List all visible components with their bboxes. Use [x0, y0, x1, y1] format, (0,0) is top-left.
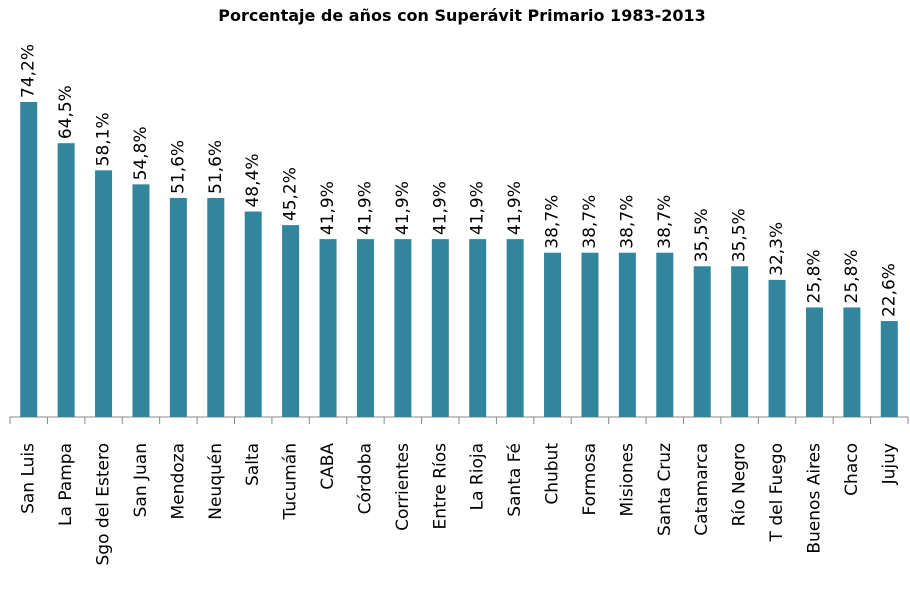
bar	[57, 143, 75, 417]
value-label: 25,8%	[842, 249, 862, 303]
x-tick-label: San Juan	[131, 443, 151, 517]
value-label: 51,6%	[206, 140, 226, 194]
value-label: 35,5%	[730, 208, 750, 262]
x-tick-label: Sgo del Estero	[94, 443, 114, 566]
bar	[319, 239, 337, 417]
bar	[768, 279, 786, 417]
bar	[843, 307, 861, 417]
value-label: 41,9%	[505, 181, 525, 235]
value-label: 32,3%	[767, 222, 787, 276]
x-tick-label: Entre Ríos	[430, 443, 450, 530]
value-label: 58,1%	[94, 112, 114, 166]
bar	[207, 197, 225, 417]
bar	[244, 211, 262, 417]
x-tick-label: Buenos Aires	[804, 443, 824, 554]
x-tick-label: Mendoza	[168, 443, 188, 519]
x-tick-label: Chaco	[842, 443, 862, 496]
value-label: 41,9%	[468, 181, 488, 235]
bar	[506, 239, 524, 417]
x-tick-label: Formosa	[580, 443, 600, 516]
value-label: 64,5%	[56, 85, 76, 139]
bar	[95, 170, 113, 417]
value-label: 41,9%	[355, 181, 375, 235]
value-label: 41,9%	[318, 181, 338, 235]
x-tick-label: Santa Cruz	[655, 443, 675, 536]
x-tick-label: Catamarca	[692, 443, 712, 536]
x-tick-label: Salta	[243, 443, 263, 486]
x-tick-label: CABA	[318, 443, 338, 490]
value-label: 38,7%	[580, 195, 600, 249]
value-label: 25,8%	[804, 249, 824, 303]
bar	[394, 239, 412, 417]
x-tick-label: Misiones	[617, 443, 637, 517]
value-label: 38,7%	[617, 195, 637, 249]
x-tick-label: San Luis	[19, 443, 39, 514]
x-tick-label: Corrientes	[393, 443, 413, 531]
bar	[282, 225, 300, 417]
value-label: 41,9%	[393, 181, 413, 235]
x-tick-label: Santa Fé	[505, 443, 525, 517]
value-label: 38,7%	[543, 195, 563, 249]
bar	[431, 239, 449, 417]
bar	[132, 184, 150, 417]
bar	[20, 102, 38, 417]
value-label: 35,5%	[692, 208, 712, 262]
x-tick-label: La Rioja	[468, 443, 488, 510]
x-tick-label: Neuquén	[206, 443, 226, 520]
value-label: 54,8%	[131, 126, 151, 180]
bar	[656, 252, 674, 417]
value-label: 22,6%	[879, 263, 899, 317]
bar	[805, 307, 823, 417]
chart-title: Porcentaje de años con Superávit Primari…	[218, 6, 706, 25]
bar	[356, 239, 374, 417]
x-tick-label: Jujuy	[879, 443, 899, 485]
bar	[169, 197, 187, 417]
x-tick-label: Río Negro	[730, 443, 750, 526]
value-label: 45,2%	[281, 167, 301, 221]
value-label: 48,4%	[243, 154, 263, 208]
bar	[693, 266, 711, 417]
bar	[731, 266, 749, 417]
x-tick-label: Córdoba	[355, 443, 375, 514]
value-label: 74,2%	[19, 44, 39, 98]
bar	[581, 252, 599, 417]
bar	[544, 252, 562, 417]
x-tick-label: Tucumán	[281, 443, 301, 520]
x-tick-label: T del Fuego	[767, 443, 787, 542]
bar	[880, 321, 898, 417]
value-label: 38,7%	[655, 195, 675, 249]
value-label: 41,9%	[430, 181, 450, 235]
bar	[469, 239, 487, 417]
x-tick-label: Chubut	[543, 443, 563, 505]
x-tick-label: La Pampa	[56, 443, 76, 526]
bar	[618, 252, 636, 417]
value-label: 51,6%	[168, 140, 188, 194]
